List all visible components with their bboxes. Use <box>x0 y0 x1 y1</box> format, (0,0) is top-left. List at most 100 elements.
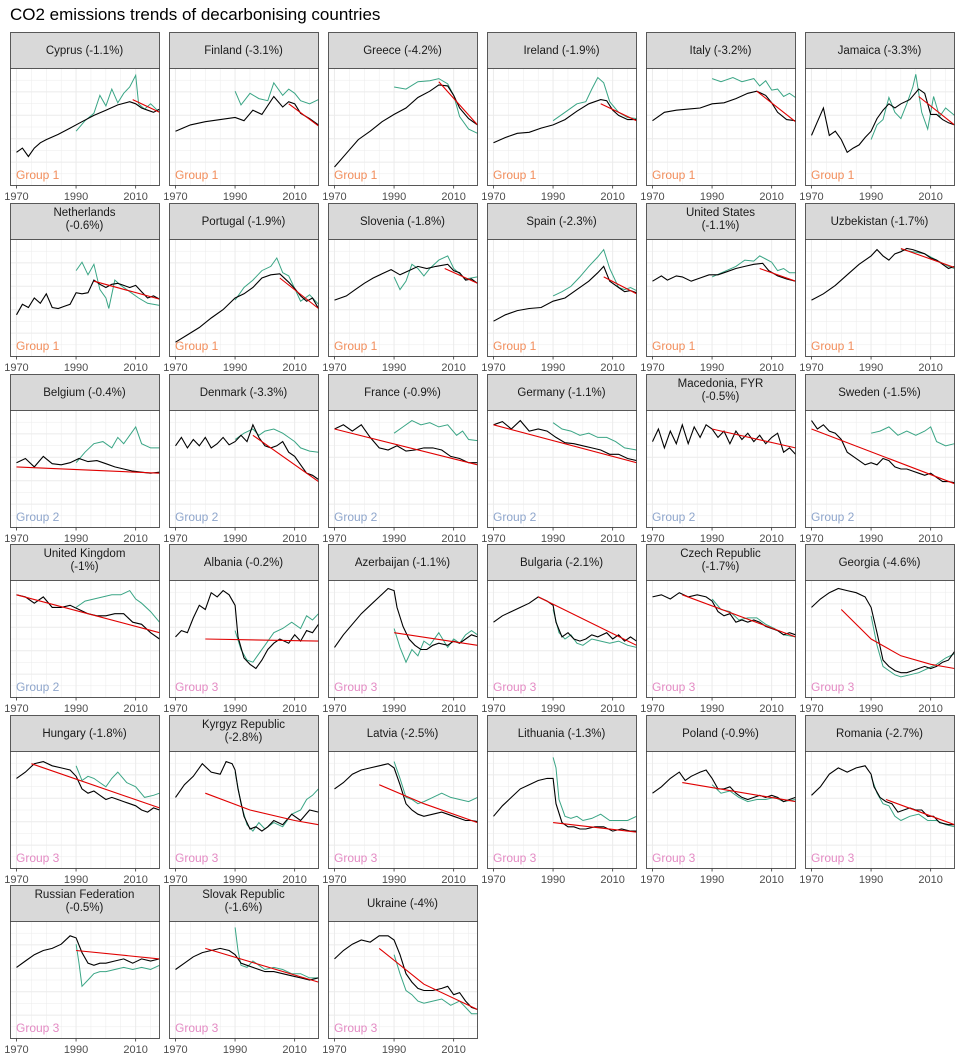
x-tick-label: 2010 <box>441 703 465 715</box>
facet-strip-label: (-1.1%) <box>702 220 740 232</box>
facet-strip-label: Albania (-0.2%) <box>204 557 283 569</box>
x-tick-label: 1970 <box>4 533 28 545</box>
series-line-emissions <box>493 596 637 642</box>
group-label: Group 2 <box>334 510 378 524</box>
facet-strip <box>646 544 796 581</box>
series-line-green <box>75 589 160 623</box>
x-tick-label: 1990 <box>859 874 883 886</box>
facet-strip-label: Poland (-0.9%) <box>682 728 759 740</box>
series-line-green <box>711 76 796 98</box>
x-tick-label: 2010 <box>282 874 306 886</box>
x-tick-label: 1990 <box>859 191 883 203</box>
facet-strip <box>10 32 160 69</box>
x-tick-label: 1970 <box>163 191 187 203</box>
group-label: Group 1 <box>16 339 60 353</box>
group-label: Group 2 <box>16 510 60 524</box>
x-tick-label: 2010 <box>918 191 942 203</box>
facet-panel: Spain (-2.3%) Group 1 1970 1990 2010 <box>481 203 637 374</box>
facet-strip-label: Sweden (-1.5%) <box>838 387 921 399</box>
x-tick-label: 1970 <box>163 362 187 374</box>
trend-line <box>600 103 637 122</box>
series-line-emissions <box>175 589 319 670</box>
x-tick-label: 2010 <box>918 362 942 374</box>
x-tick-label: 2010 <box>123 191 147 203</box>
facet-strip-label: France (-0.9%) <box>364 387 441 399</box>
x-tick-label: 1970 <box>4 703 28 715</box>
panel-border <box>805 580 955 698</box>
x-tick-label: 1970 <box>163 533 187 545</box>
x-tick-label: 2010 <box>600 703 624 715</box>
facet-strip-label: Azerbaijan (-1.1%) <box>355 557 450 569</box>
x-tick-label: 1990 <box>859 533 883 545</box>
facet-strip <box>805 544 955 581</box>
x-tick-label: 1990 <box>64 1044 88 1056</box>
facet-panel: Greece (-4.2%) Group 1 1970 1990 2010 <box>322 32 478 203</box>
x-tick-label: 2010 <box>441 874 465 886</box>
x-tick-label: 1970 <box>640 191 664 203</box>
x-tick-label: 1970 <box>481 191 505 203</box>
group-label: Group 3 <box>175 680 219 694</box>
panel-border <box>487 68 637 186</box>
series-line-emissions <box>811 247 955 301</box>
x-tick-label: 1970 <box>799 533 823 545</box>
series-line-emissions <box>493 99 637 144</box>
x-tick-label: 1990 <box>541 703 565 715</box>
x-tick-label: 1990 <box>700 874 724 886</box>
group-label: Group 3 <box>16 851 60 865</box>
x-tick-label: 1990 <box>223 533 247 545</box>
trend-line <box>252 434 319 483</box>
facet-strip-label: Russian Federation <box>35 889 135 901</box>
x-tick-label: 1990 <box>700 703 724 715</box>
facet-strip-label: Hungary (-1.8%) <box>42 728 127 740</box>
series-line-emissions <box>16 279 160 316</box>
trend-line <box>682 782 796 803</box>
facet-strip-label: Slovenia (-1.8%) <box>360 216 445 228</box>
x-tick-label: 1970 <box>799 191 823 203</box>
facet-strip-label: (-1.6%) <box>225 902 263 914</box>
facet-strip <box>646 374 796 411</box>
x-tick-label: 1970 <box>322 874 346 886</box>
facet-panel: Sweden (-1.5%) Group 2 1970 1990 2010 <box>799 374 955 545</box>
trend-line <box>493 424 637 464</box>
x-tick-label: 1990 <box>223 703 247 715</box>
x-tick-label: 2010 <box>123 533 147 545</box>
facet-strip <box>328 544 478 581</box>
x-tick-label: 1990 <box>700 533 724 545</box>
series-line-green <box>552 422 637 451</box>
facet-strip-label: Belgium (-0.4%) <box>43 387 126 399</box>
trend-line <box>603 276 637 295</box>
series-line-green <box>711 255 796 278</box>
facet-panel: Romania (-2.7%) Group 3 1970 1990 2010 <box>799 715 955 886</box>
x-tick-label: 2010 <box>441 1044 465 1056</box>
x-tick-label: 1990 <box>64 362 88 374</box>
facet-strip-label: Uzbekistan (-1.7%) <box>831 216 929 228</box>
group-label: Group 1 <box>493 339 537 353</box>
x-tick-label: 2010 <box>759 874 783 886</box>
x-tick-label: 2010 <box>441 362 465 374</box>
x-tick-label: 1990 <box>64 874 88 886</box>
panel-border <box>487 580 637 698</box>
x-tick-label: 1990 <box>700 362 724 374</box>
trend-line <box>537 596 637 646</box>
facet-panel: Macedonia, FYR(-0.5%) Group 2 1970 1990 2010 <box>640 374 796 545</box>
x-tick-label: 1970 <box>640 362 664 374</box>
series-line-green <box>234 256 319 305</box>
group-label: Group 1 <box>175 168 219 182</box>
group-label: Group 1 <box>493 168 537 182</box>
series-line-emissions <box>493 265 637 322</box>
panel-border <box>328 239 478 357</box>
facet-panel: Slovenia (-1.8%) Group 1 1970 1990 2010 <box>322 203 478 374</box>
facet-strip-label: Latvia (-2.5%) <box>367 728 439 740</box>
facet-strip-label: Jamaica (-3.3%) <box>838 45 922 57</box>
group-label: Group 3 <box>334 680 378 694</box>
x-tick-label: 1990 <box>700 191 724 203</box>
trend-line <box>76 949 160 960</box>
facet-panel: Ukraine (-4%) Group 3 1970 1990 2010 <box>322 885 478 1056</box>
x-tick-label: 1990 <box>382 703 406 715</box>
panel-border <box>487 751 637 869</box>
facet-panel: Russian Federation(-0.5%) Group 3 1970 1990… <box>4 885 160 1056</box>
facet-strip <box>328 715 478 752</box>
x-tick-label: 1970 <box>4 1044 28 1056</box>
x-tick-label: 1970 <box>640 874 664 886</box>
